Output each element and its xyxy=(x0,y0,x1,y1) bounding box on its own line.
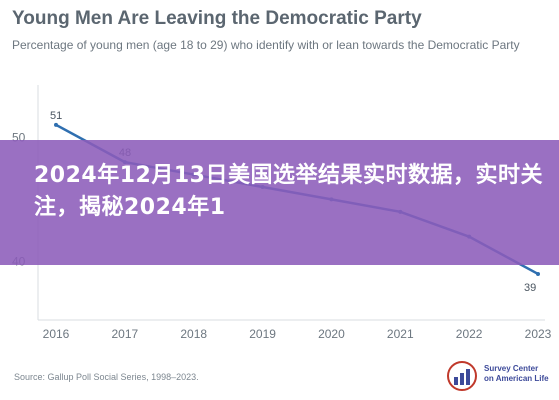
source-note: Source: Gallup Poll Social Series, 1998–… xyxy=(14,372,199,382)
data-point xyxy=(54,122,58,127)
x-tick-label: 2016 xyxy=(43,327,70,341)
promo-overlay xyxy=(0,140,559,265)
x-tick-label: 2023 xyxy=(525,327,552,341)
chart-subtitle: Percentage of young men (age 18 to 29) w… xyxy=(12,38,520,52)
overlay-headline: 2024年12月13日美国选举结果实时数据，实时关注，揭秘2024年1 xyxy=(34,163,543,220)
x-tick-label: 2022 xyxy=(456,327,483,341)
x-tick-label: 2020 xyxy=(318,327,345,341)
x-tick-label: 2019 xyxy=(249,327,276,341)
data-point xyxy=(536,271,540,276)
x-tick-label: 2017 xyxy=(112,327,139,341)
survey-center-logo: Survey Center on American Life xyxy=(446,360,556,392)
x-tick-label: 2021 xyxy=(387,327,414,341)
x-tick-label: 2018 xyxy=(180,327,207,341)
data-label: 51 xyxy=(50,110,62,122)
logo-bars-icon xyxy=(447,361,477,391)
chart-title: Young Men Are Leaving the Democratic Par… xyxy=(12,8,422,29)
logo-text: Survey Center on American Life xyxy=(484,364,549,383)
data-label: 39 xyxy=(524,282,536,294)
